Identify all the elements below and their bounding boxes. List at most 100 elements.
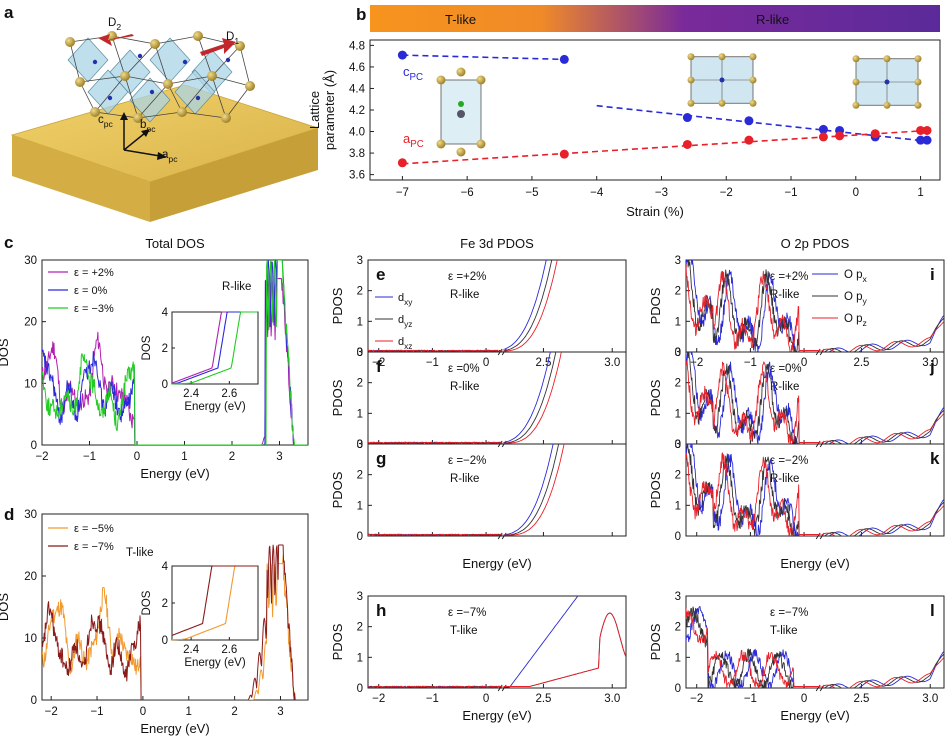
y-tick-label: 1 — [675, 652, 681, 664]
bond-line — [154, 43, 169, 85]
phase-label-f: R-like — [450, 381, 479, 393]
cell-atom — [749, 53, 757, 61]
substrate-side — [150, 128, 318, 222]
data-point-c — [818, 124, 828, 134]
y-tick-label: 4.2 — [349, 105, 365, 117]
y-tick-label: 1 — [357, 500, 363, 512]
pdos-line — [503, 612, 626, 687]
y-tick-label: 3.8 — [349, 148, 365, 160]
data-point-c — [916, 135, 926, 145]
cell-atom — [476, 139, 486, 149]
bond-line — [69, 41, 81, 83]
inset-y-tick-label: 0 — [162, 635, 168, 647]
bond-line — [225, 85, 251, 119]
cell-atom — [456, 67, 466, 77]
bond-line — [124, 75, 169, 85]
pdos-plot-frame-g — [367, 443, 627, 537]
x-axis-label: Energy (eV) — [140, 466, 209, 481]
cell-center-atom — [458, 101, 464, 107]
fe-atom — [245, 81, 255, 91]
y-tick-label: 0 — [675, 347, 681, 359]
x-tick-label: −2 — [372, 357, 385, 369]
x-axis-label: Energy (eV) — [780, 708, 849, 723]
y-tick-label: 2 — [357, 622, 363, 634]
y-tick-label: 30 — [24, 255, 37, 267]
phase-label-l: T-like — [770, 625, 797, 637]
y-tick-label: 0 — [31, 695, 37, 707]
polarization-arrow-d1 — [200, 38, 236, 56]
x-tick-label: 3.0 — [604, 693, 620, 705]
dos-line — [42, 260, 308, 445]
x-tick-label: 2 — [229, 451, 235, 463]
y-tick-label: 4.4 — [349, 83, 366, 95]
legend-label: ε = 0% — [74, 285, 108, 297]
cell-atom — [456, 147, 466, 157]
y-tick-label: 10 — [24, 378, 37, 390]
legend-label-px: O px — [844, 269, 868, 284]
cell-atom — [914, 101, 922, 109]
inset-frame — [171, 565, 259, 641]
inset-y-tick-label: 2 — [162, 343, 168, 355]
cell-atom — [914, 55, 922, 63]
pdos-line — [503, 352, 557, 444]
y-tick-label: 0 — [675, 531, 681, 543]
o-atom — [225, 57, 231, 63]
bond-line — [154, 35, 199, 45]
pdos-curves — [368, 596, 626, 688]
substrate-front — [12, 135, 150, 222]
y-tick-label: 3 — [357, 255, 363, 267]
cell-atom — [749, 99, 757, 107]
inset-y-tick-label: 4 — [162, 561, 169, 573]
y-tick-label: 1 — [357, 652, 363, 664]
dos-curves — [42, 544, 308, 700]
fe-atom — [75, 77, 85, 87]
y-axis-label: DOS — [0, 593, 11, 622]
y-tick-label: 0 — [675, 439, 681, 451]
y-tick-label: 1 — [675, 408, 681, 420]
data-point-a — [870, 129, 880, 139]
y-tick-label: 0 — [357, 531, 363, 543]
y-tick-label: 1 — [675, 316, 681, 328]
x-tick-label: −2 — [690, 357, 703, 369]
o-atom — [107, 95, 113, 101]
panel-letter-h: h — [376, 601, 386, 620]
phase-label-j: R-like — [770, 381, 799, 393]
pdos-line — [821, 501, 944, 536]
data-point-c — [744, 116, 754, 126]
fe-atom — [133, 113, 143, 123]
pdos-line — [368, 685, 503, 688]
inset-y-axis-label: DOS — [141, 335, 153, 360]
pdos-line — [686, 452, 821, 536]
cell-center-atom — [719, 77, 725, 83]
bond-line — [211, 75, 251, 87]
phase-bar-t-like: T-like — [445, 12, 476, 27]
inset-x-tick-label: 2.4 — [183, 644, 200, 656]
pdos-line — [821, 406, 944, 444]
phase-label-k: R-like — [770, 473, 799, 485]
x-tick-label: 3.0 — [922, 693, 938, 705]
y-tick-label: 1 — [675, 500, 681, 512]
pdos-line — [686, 264, 821, 352]
cell-atom — [852, 55, 860, 63]
legend-label-yz: dyz — [398, 314, 412, 329]
pdos-line — [503, 444, 565, 536]
pdos-plot-frame-l — [685, 595, 945, 689]
pdos-plot-frame-f — [367, 351, 627, 445]
y-tick-label: 0 — [675, 683, 681, 695]
fe-atom — [221, 113, 231, 123]
x-tick-label: 0 — [483, 357, 489, 369]
y-tick-label: 10 — [24, 633, 37, 645]
panel-b: b T-like R-like −7 −6 −5 −4 −3 −2 −1 0 1 3.6 3.8 4.0 4.… — [307, 5, 941, 219]
x-tick-label: 2.5 — [853, 693, 869, 705]
bond-line — [167, 75, 213, 85]
fe-atom — [235, 41, 245, 51]
y-tick-label: 3 — [675, 439, 681, 451]
x-tick-label: −1 — [426, 693, 439, 705]
y-tick-label: 3 — [675, 255, 681, 267]
pdos-line — [503, 260, 553, 352]
pdos-line — [503, 444, 554, 536]
phase-label: T-like — [126, 547, 153, 559]
legend-label-xy: dxy — [398, 292, 413, 307]
pdos-line — [821, 321, 944, 352]
